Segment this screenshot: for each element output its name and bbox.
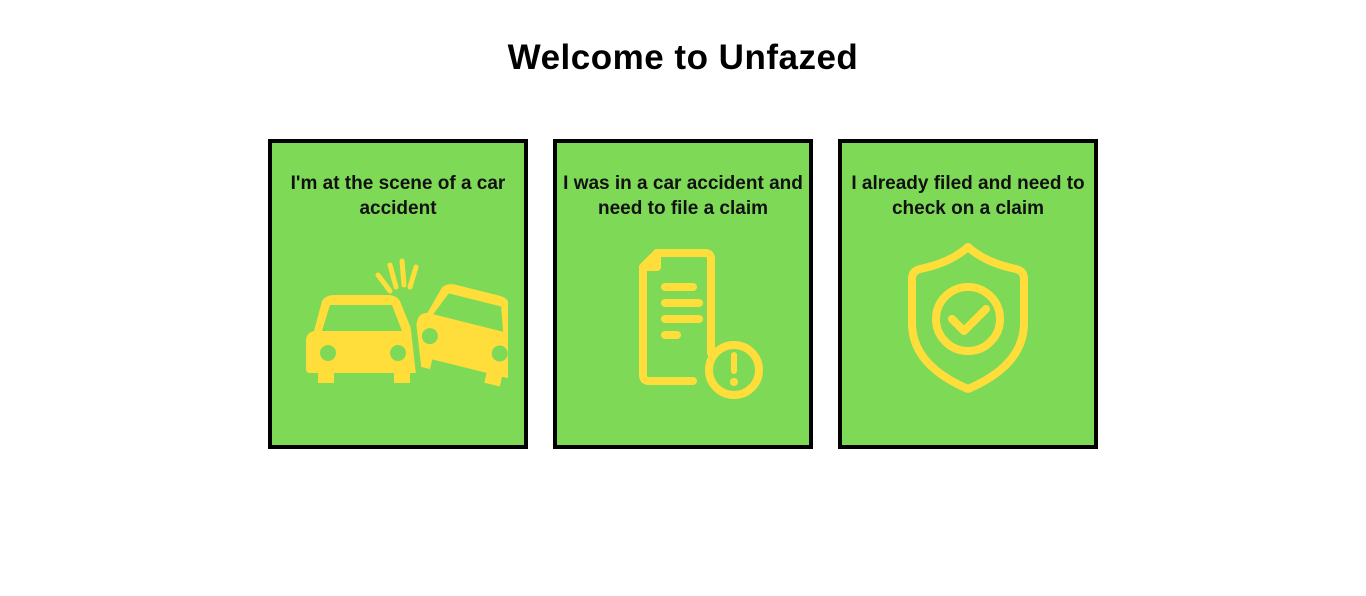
option-cards: I'm at the scene of a car accident	[268, 139, 1098, 449]
card-label: I'm at the scene of a car accident	[290, 173, 506, 219]
car-crash-icon	[272, 243, 524, 403]
card-label: I was in a car accident and need to file…	[563, 173, 803, 219]
file-claim-card[interactable]: I was in a car accident and need to file…	[553, 139, 813, 449]
check-claim-card[interactable]: I already filed and need to check on a c…	[838, 139, 1098, 449]
scene-of-accident-card[interactable]: I'm at the scene of a car accident	[268, 139, 528, 449]
card-label: I already filed and need to check on a c…	[851, 173, 1085, 219]
document-alert-icon	[557, 243, 809, 403]
shield-check-icon	[842, 243, 1094, 403]
page-title: Welcome to Unfazed	[507, 38, 859, 77]
